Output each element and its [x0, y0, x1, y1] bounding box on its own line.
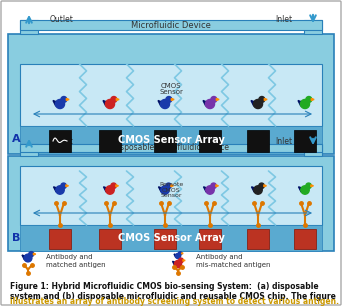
Bar	[20, 64, 322, 126]
Circle shape	[259, 96, 265, 103]
Circle shape	[105, 99, 115, 109]
Polygon shape	[172, 261, 177, 266]
Bar	[99, 229, 121, 249]
Circle shape	[166, 183, 171, 188]
Bar	[20, 144, 322, 152]
Circle shape	[29, 252, 34, 257]
Circle shape	[111, 183, 116, 188]
Circle shape	[174, 260, 182, 267]
Polygon shape	[171, 99, 174, 100]
Polygon shape	[171, 185, 173, 187]
Bar	[247, 229, 269, 249]
Polygon shape	[216, 185, 219, 187]
Circle shape	[111, 96, 117, 103]
Polygon shape	[311, 99, 314, 100]
Polygon shape	[311, 185, 314, 187]
Polygon shape	[116, 99, 119, 100]
Text: CMOS Sensor Array: CMOS Sensor Array	[118, 233, 224, 243]
Text: B: B	[12, 233, 20, 243]
Bar	[294, 229, 316, 249]
Bar	[20, 144, 38, 156]
Polygon shape	[298, 100, 304, 106]
Circle shape	[161, 186, 169, 194]
Circle shape	[206, 186, 214, 194]
Circle shape	[160, 99, 170, 109]
Circle shape	[106, 186, 114, 194]
Circle shape	[166, 96, 172, 103]
Circle shape	[179, 258, 183, 263]
Bar	[20, 20, 322, 30]
Circle shape	[253, 99, 263, 109]
Circle shape	[206, 99, 214, 109]
Text: Microfluidic Device: Microfluidic Device	[131, 21, 211, 31]
Polygon shape	[251, 187, 257, 192]
Bar	[199, 229, 221, 249]
Text: Inlet: Inlet	[275, 137, 292, 147]
Circle shape	[61, 183, 66, 188]
Polygon shape	[66, 99, 69, 100]
Polygon shape	[203, 100, 209, 106]
Text: CMOS
Sensor: CMOS Sensor	[159, 83, 183, 95]
Circle shape	[306, 96, 312, 103]
Polygon shape	[216, 99, 219, 100]
Text: A: A	[12, 134, 20, 144]
Polygon shape	[203, 187, 209, 192]
Bar	[49, 130, 71, 152]
Polygon shape	[174, 254, 177, 257]
Polygon shape	[53, 187, 59, 192]
Polygon shape	[104, 187, 109, 192]
Circle shape	[211, 183, 216, 188]
Circle shape	[306, 183, 311, 188]
Text: Antibody and
matched antigen: Antibody and matched antigen	[46, 255, 106, 267]
Polygon shape	[158, 187, 164, 192]
Circle shape	[301, 99, 310, 109]
Circle shape	[24, 254, 32, 262]
Circle shape	[175, 253, 181, 259]
Text: illustrates an array of antibody screening system to detect various antigen.: illustrates an array of antibody screeni…	[10, 297, 339, 306]
Polygon shape	[53, 100, 58, 106]
Bar	[247, 130, 269, 152]
Text: Outlet: Outlet	[50, 14, 74, 24]
Bar	[99, 130, 121, 152]
Text: Remote
CMOS
Sensor: Remote CMOS Sensor	[159, 182, 183, 198]
Bar	[304, 20, 322, 34]
Text: CMOS Sensor Array: CMOS Sensor Array	[118, 135, 224, 145]
Bar	[49, 229, 71, 249]
Bar	[154, 130, 176, 152]
Bar	[199, 130, 221, 152]
Circle shape	[179, 252, 182, 255]
Bar	[20, 225, 322, 251]
Bar	[20, 126, 322, 154]
Polygon shape	[22, 255, 27, 260]
Bar	[294, 130, 316, 152]
Text: Disposable Microfluidic Device: Disposable Microfluidic Device	[113, 144, 229, 152]
Polygon shape	[183, 259, 185, 261]
Polygon shape	[158, 100, 163, 106]
Bar	[8, 156, 334, 251]
Text: Outlet: Outlet	[50, 137, 74, 147]
Bar	[20, 20, 38, 34]
Polygon shape	[116, 185, 118, 187]
Circle shape	[56, 186, 64, 194]
Polygon shape	[264, 185, 266, 187]
Bar	[154, 229, 176, 249]
Circle shape	[61, 96, 67, 103]
Polygon shape	[251, 100, 256, 106]
Polygon shape	[66, 185, 68, 187]
Bar	[8, 34, 334, 154]
Circle shape	[254, 186, 262, 194]
Text: Antibody and
mis-matched antigen: Antibody and mis-matched antigen	[196, 255, 271, 267]
Polygon shape	[34, 253, 36, 255]
Polygon shape	[299, 187, 304, 192]
Bar	[304, 144, 322, 156]
Bar	[20, 166, 322, 225]
Circle shape	[301, 186, 309, 194]
Polygon shape	[103, 100, 109, 106]
Polygon shape	[264, 99, 267, 100]
Circle shape	[55, 99, 65, 109]
Circle shape	[211, 96, 217, 103]
Circle shape	[259, 183, 264, 188]
Polygon shape	[182, 253, 183, 254]
Text: Inlet: Inlet	[275, 14, 292, 24]
